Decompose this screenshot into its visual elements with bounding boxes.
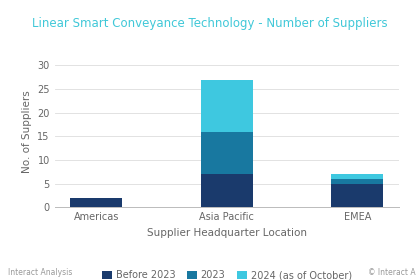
Bar <box>331 184 383 207</box>
Bar <box>331 174 383 179</box>
Bar <box>201 174 253 207</box>
Y-axis label: No. of Suppliers: No. of Suppliers <box>22 90 32 173</box>
Text: © Interact A: © Interact A <box>368 268 416 277</box>
X-axis label: Supplier Headquarter Location: Supplier Headquarter Location <box>147 228 307 238</box>
Legend: Before 2023, 2023, 2024 (as of October): Before 2023, 2023, 2024 (as of October) <box>98 267 355 280</box>
Bar <box>201 132 253 174</box>
Bar <box>201 80 253 132</box>
Bar <box>331 179 383 184</box>
Bar <box>70 198 123 207</box>
Text: Linear Smart Conveyance Technology - Number of Suppliers: Linear Smart Conveyance Technology - Num… <box>32 17 388 30</box>
Text: Interact Analysis: Interact Analysis <box>8 268 73 277</box>
